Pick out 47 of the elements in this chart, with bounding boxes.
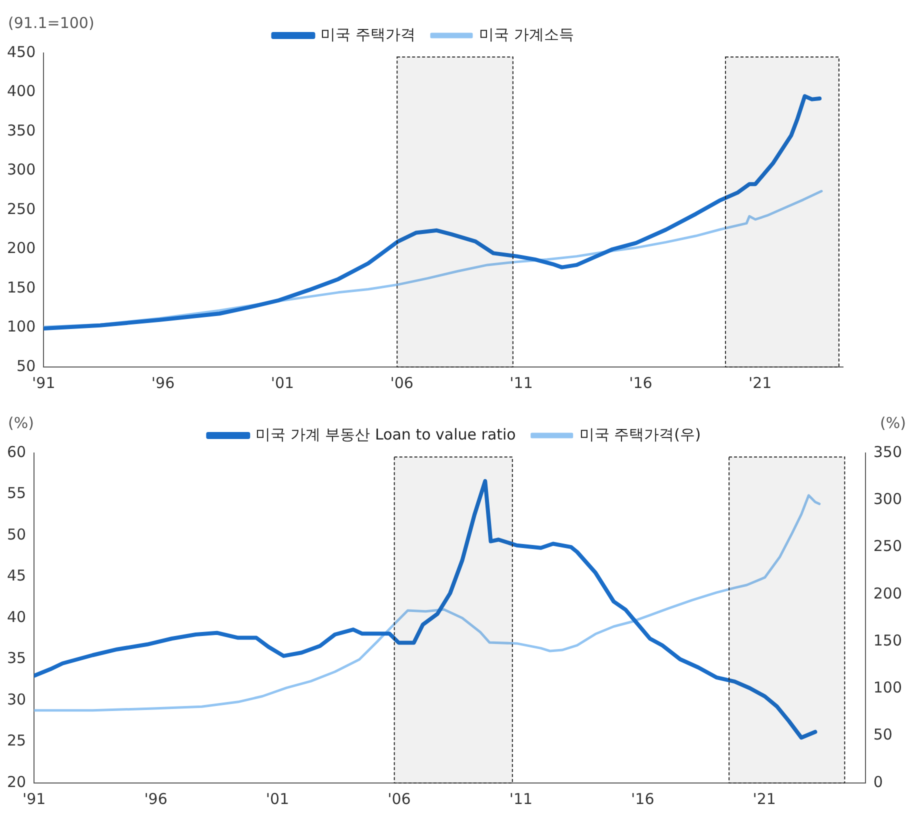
y-tick-label: 400 <box>6 82 36 100</box>
y-tick-label: 35 <box>6 649 26 668</box>
y-tick-label: 200 <box>6 239 36 258</box>
y-tick-label: 150 <box>6 278 36 296</box>
y-tick-label: 55 <box>6 484 26 502</box>
x-tick-label: '01 <box>270 374 294 392</box>
y-tick-label: 20 <box>6 772 26 791</box>
x-tick-label: '11 <box>510 374 533 392</box>
y2-tick-label: 0 <box>873 772 883 791</box>
y-tick-label: 300 <box>6 160 36 179</box>
x-tick-label: '96 <box>151 374 175 392</box>
x-tick-label: '16 <box>631 790 654 808</box>
x-tick-label: '91 <box>32 374 56 392</box>
y2-axis-title: (%) <box>880 414 906 432</box>
y2-tick-label: 200 <box>873 584 902 602</box>
y-axis-title: (%) <box>8 414 34 432</box>
x-tick-label: '06 <box>388 790 411 808</box>
y-tick-label: 250 <box>6 200 36 218</box>
x-tick-label: '21 <box>752 790 776 808</box>
x-tick-label: '11 <box>509 790 533 808</box>
y-tick-label: 40 <box>6 608 26 626</box>
y-tick-label: 25 <box>6 732 26 750</box>
y2-tick-label: 50 <box>873 726 892 744</box>
x-tick-label: '06 <box>390 374 414 392</box>
y-tick-label: 50 <box>6 525 26 544</box>
legend-label: 미국 주택가격 <box>320 25 416 44</box>
x-tick-label: '96 <box>144 790 168 808</box>
legend-label: 미국 가계 부동산 Loan to value ratio <box>256 425 516 444</box>
y2-tick-label: 150 <box>873 631 902 650</box>
y-tick-label: 450 <box>6 42 36 61</box>
y-tick-label: 100 <box>6 318 36 336</box>
x-tick-label: '91 <box>22 790 46 808</box>
y-tick-label: 45 <box>6 566 26 585</box>
legend-label: 미국 가계소득 <box>479 25 574 44</box>
y-tick-label: 50 <box>16 356 36 375</box>
y2-tick-label: 350 <box>873 442 902 461</box>
y-axis-title: (91.1=100) <box>8 14 94 32</box>
legend-label: 미국 주택가격(우) <box>579 425 701 444</box>
x-tick-label: '16 <box>629 374 652 392</box>
x-tick-label: '21 <box>748 374 772 392</box>
y-tick-label: 30 <box>6 690 26 708</box>
x-tick-label: '01 <box>266 790 290 808</box>
y2-tick-label: 100 <box>873 678 902 697</box>
y2-tick-label: 250 <box>873 537 902 556</box>
y-tick-label: 60 <box>6 442 26 461</box>
y-tick-label: 350 <box>6 121 36 140</box>
y2-tick-label: 300 <box>873 490 902 508</box>
